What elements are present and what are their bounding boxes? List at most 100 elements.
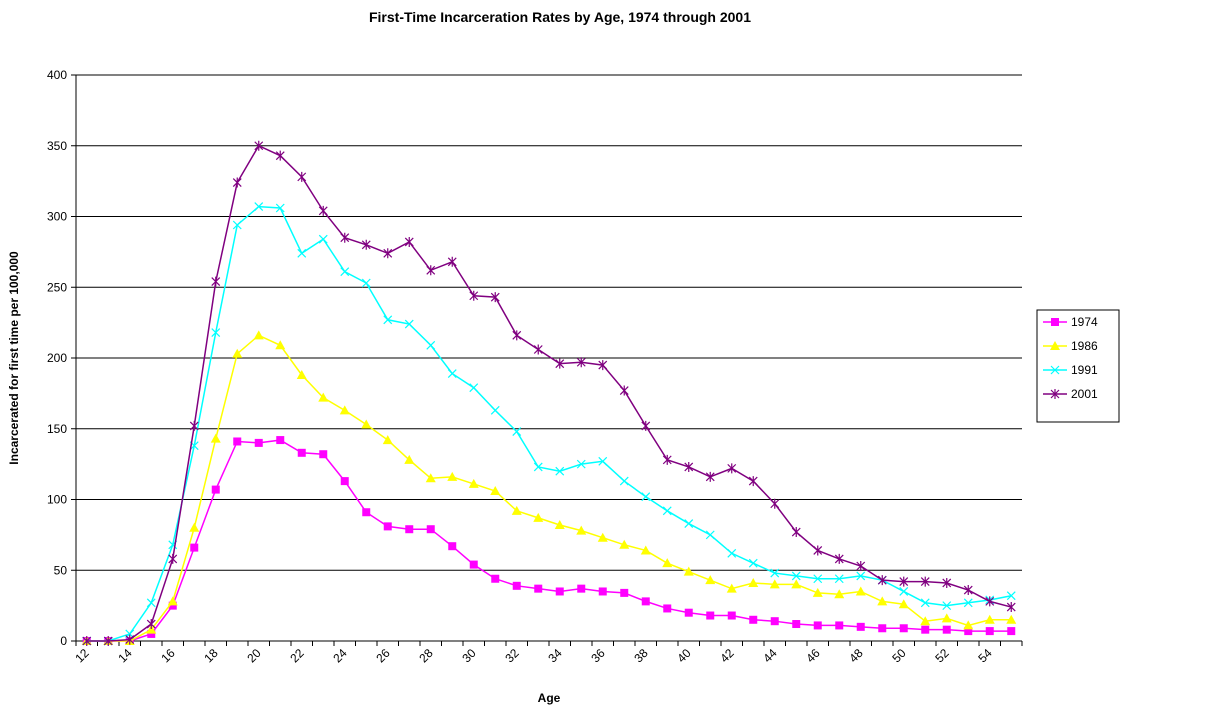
- point: [254, 140, 264, 151]
- point: [1050, 389, 1060, 399]
- x-tick-label: 20: [244, 646, 264, 666]
- x-tick-label: 52: [932, 646, 952, 666]
- point: [726, 583, 737, 593]
- point: [189, 522, 200, 532]
- point: [253, 330, 264, 340]
- y-tick-label: 0: [60, 634, 67, 648]
- point: [1006, 602, 1016, 613]
- point: [706, 611, 715, 620]
- point: [942, 601, 952, 611]
- x-tick-label: 34: [545, 646, 565, 666]
- point: [555, 466, 565, 476]
- point: [705, 471, 715, 482]
- point: [1050, 365, 1060, 375]
- point: [964, 627, 973, 636]
- point: [254, 202, 264, 212]
- point: [640, 545, 651, 555]
- point: [877, 596, 888, 606]
- point: [942, 625, 951, 634]
- point: [835, 621, 844, 630]
- point: [426, 265, 436, 276]
- point: [490, 405, 500, 415]
- x-tick-label: 36: [588, 646, 608, 666]
- point: [1051, 318, 1059, 326]
- point: [168, 601, 177, 610]
- point: [405, 525, 414, 534]
- point: [577, 584, 586, 593]
- x-tick-label: 32: [502, 646, 522, 666]
- x-tick-label: 18: [201, 646, 221, 666]
- point: [705, 575, 716, 585]
- point: [705, 530, 715, 540]
- point: [146, 619, 156, 630]
- point: [254, 438, 263, 447]
- point: [340, 232, 350, 243]
- point: [469, 560, 478, 569]
- point: [770, 568, 780, 578]
- point: [855, 586, 866, 596]
- legend-label: 2001: [1071, 387, 1098, 401]
- point: [877, 575, 887, 586]
- point: [985, 596, 995, 607]
- point: [684, 461, 694, 472]
- point: [491, 574, 500, 583]
- x-tick-label: 38: [631, 646, 651, 666]
- point: [319, 450, 328, 459]
- point: [792, 620, 801, 629]
- point: [404, 236, 414, 247]
- point: [920, 576, 930, 587]
- point: [684, 608, 693, 617]
- point: [555, 358, 565, 369]
- x-tick-label: 40: [674, 646, 694, 666]
- point: [425, 473, 436, 483]
- point: [619, 476, 629, 486]
- point: [447, 256, 457, 267]
- x-tick-label: 12: [72, 646, 92, 666]
- x-tick-label: 50: [889, 646, 909, 666]
- point: [362, 508, 371, 517]
- point: [662, 506, 672, 516]
- series-line: [86, 205, 1012, 642]
- point: [769, 579, 780, 589]
- point: [147, 629, 156, 638]
- point: [469, 290, 479, 301]
- point: [404, 319, 414, 329]
- point: [727, 611, 736, 620]
- legend-label: 1991: [1071, 363, 1098, 377]
- point: [168, 553, 178, 564]
- point: [275, 340, 286, 350]
- point: [641, 420, 651, 431]
- x-tick-label: 30: [459, 646, 479, 666]
- point: [318, 234, 328, 244]
- point: [662, 558, 673, 568]
- point: [921, 625, 930, 634]
- point: [125, 634, 135, 645]
- point: [512, 427, 522, 437]
- point: [598, 587, 607, 596]
- point: [576, 459, 586, 469]
- point: [662, 454, 672, 465]
- point: [103, 636, 113, 646]
- point: [361, 278, 371, 288]
- point: [296, 369, 307, 379]
- x-tick-label: 48: [846, 646, 866, 666]
- point: [468, 478, 479, 488]
- point: [985, 627, 994, 636]
- point: [210, 433, 221, 443]
- point: [232, 348, 243, 358]
- point: [748, 558, 758, 568]
- point: [748, 476, 758, 487]
- point: [619, 539, 630, 549]
- point: [533, 344, 543, 355]
- point: [663, 604, 672, 613]
- point: [683, 566, 694, 576]
- point: [469, 383, 479, 393]
- point: [942, 577, 952, 588]
- point: [275, 150, 285, 161]
- point: [813, 621, 822, 630]
- x-tick-label: 16: [158, 646, 178, 666]
- point: [512, 330, 522, 341]
- point: [297, 171, 307, 182]
- point: [383, 522, 392, 531]
- point: [812, 587, 823, 597]
